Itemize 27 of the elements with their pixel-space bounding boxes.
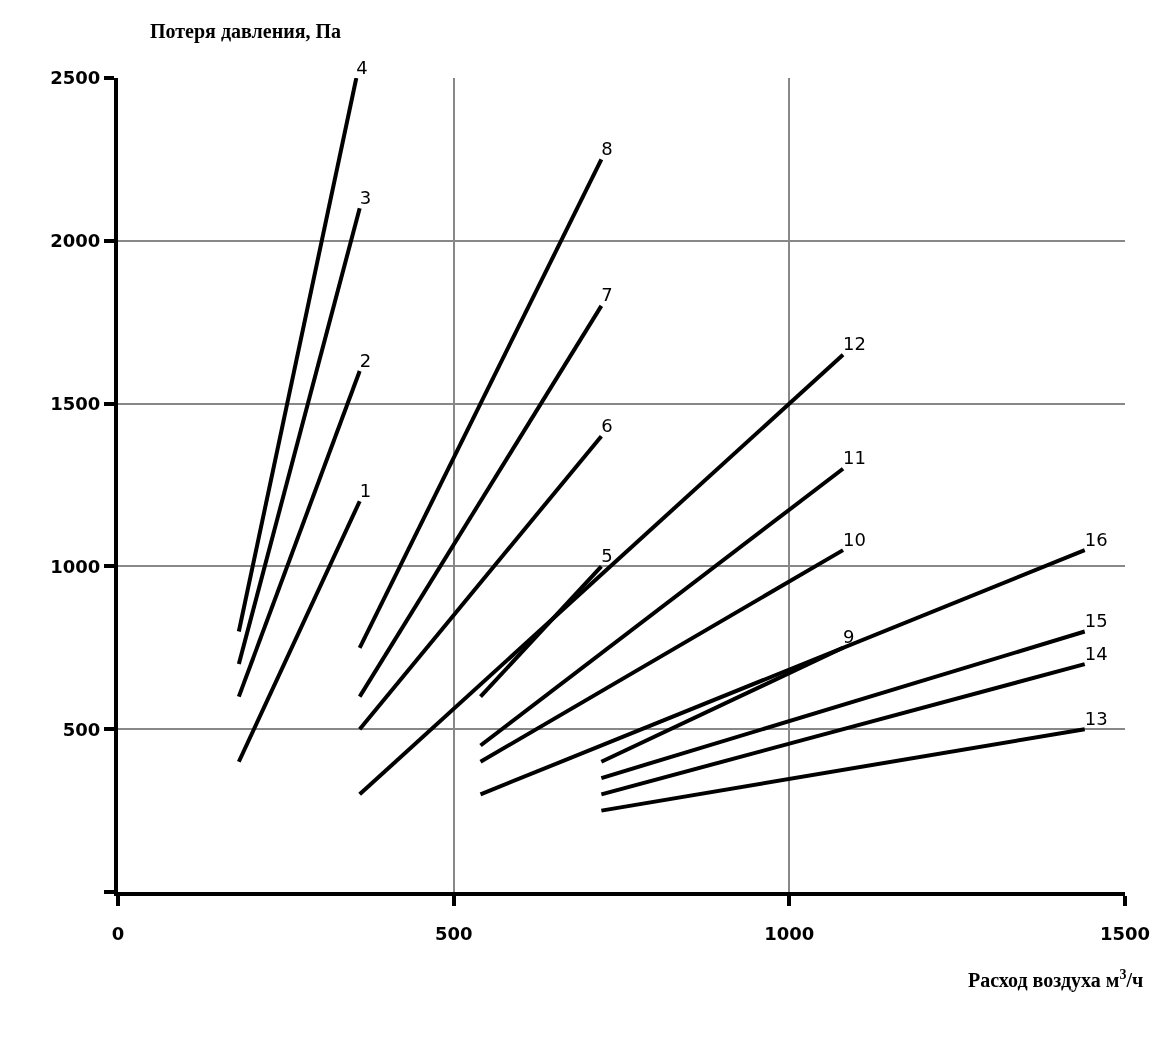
series-label: 13 [1084, 707, 1108, 729]
x-axis-title: Расход воздуха м$^{3}$/ч [968, 967, 1144, 993]
series-label: 15 [1084, 610, 1108, 632]
series-label: 14 [1084, 642, 1108, 664]
series-label: 8 [601, 137, 613, 159]
series-label: 1 [359, 479, 372, 501]
series-label: 4 [356, 56, 368, 78]
series-label: 12 [843, 333, 866, 355]
y-tick-label: 2500 [50, 67, 101, 89]
series-label: 2 [359, 349, 372, 371]
series-label: 6 [601, 414, 613, 436]
series-label: 7 [601, 284, 613, 306]
x-tick-label: 500 [434, 922, 473, 944]
series-label: 11 [843, 447, 866, 469]
x-tick-label: 0 [111, 922, 125, 944]
series-label: 9 [843, 626, 855, 648]
series-label: 10 [843, 528, 866, 550]
x-tick-label: 1500 [1099, 922, 1151, 944]
series-label: 16 [1084, 528, 1108, 550]
y-tick-label: 2000 [50, 230, 101, 252]
y-tick-label: 1500 [50, 392, 101, 414]
y-tick-label: 500 [62, 718, 101, 740]
y-tick-label: 1000 [50, 555, 101, 577]
x-tick-label: 1000 [764, 922, 815, 944]
y-axis-title: Потеря давления, Па [150, 20, 342, 43]
series-label: 3 [359, 186, 372, 208]
series-label: 5 [601, 544, 613, 566]
